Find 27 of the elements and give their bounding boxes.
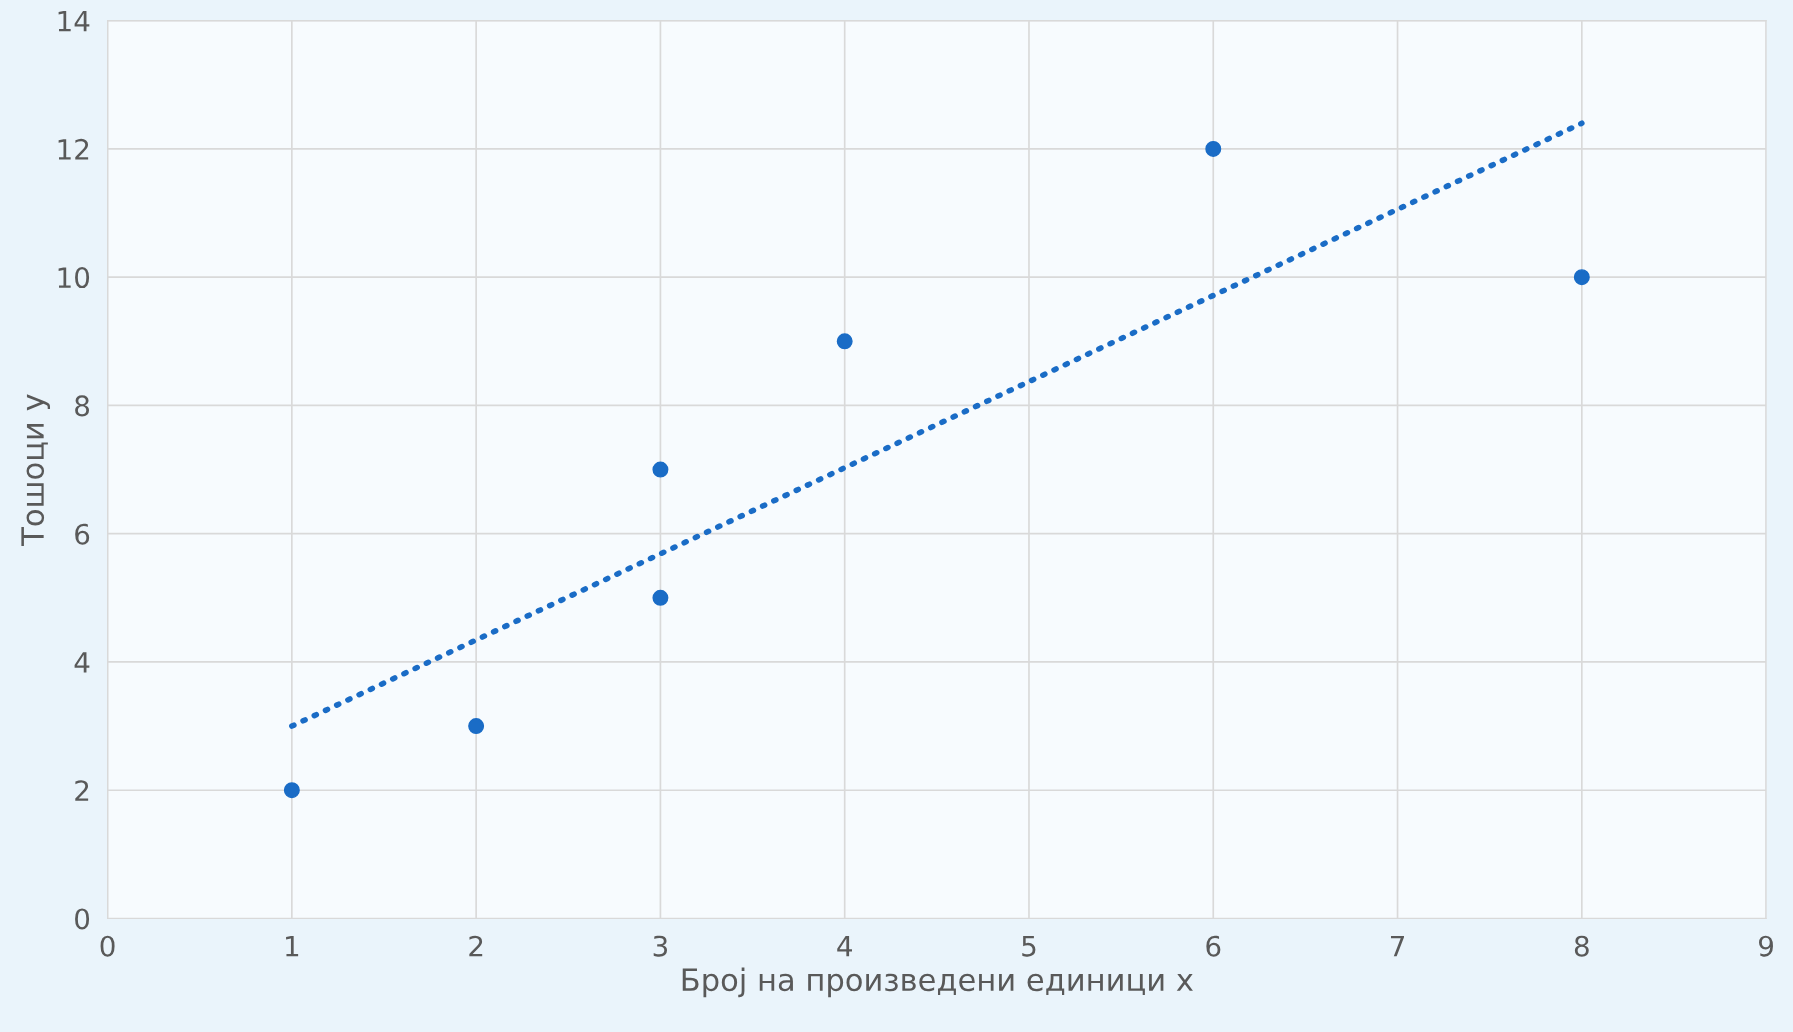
y-tick-label: 2 bbox=[75, 780, 89, 801]
y-tick-label: 6 bbox=[75, 523, 90, 545]
y-tick-label: 0 bbox=[75, 908, 90, 930]
y-tick-label: 4 bbox=[74, 652, 90, 673]
x-tick-label: 1 bbox=[286, 936, 299, 957]
point bbox=[836, 333, 853, 350]
point bbox=[468, 718, 485, 735]
x-tick-label: 9 bbox=[1759, 935, 1773, 957]
y-tick-label: 14 bbox=[58, 10, 90, 32]
x-axis-title: Број на произведени единици x bbox=[682, 967, 1193, 998]
y-tick-label: 10 bbox=[58, 267, 90, 289]
point bbox=[1205, 140, 1222, 157]
x-tick-label: 0 bbox=[100, 935, 115, 957]
point bbox=[1573, 269, 1590, 286]
x-tick-label: 2 bbox=[469, 935, 483, 957]
point bbox=[283, 782, 300, 799]
point bbox=[652, 589, 669, 606]
x-tick-label: 4 bbox=[837, 936, 852, 957]
x-tick-label: 7 bbox=[1390, 936, 1405, 957]
x-tick-label: 6 bbox=[1206, 935, 1221, 957]
y-axis-title: Тошоци y bbox=[21, 394, 51, 546]
x-tick-label: 8 bbox=[1574, 935, 1589, 957]
x-tick-label: 3 bbox=[653, 935, 668, 957]
y-tick-label: 12 bbox=[58, 138, 89, 160]
x-tick-label: 5 bbox=[1022, 936, 1036, 957]
point bbox=[652, 461, 669, 478]
y-tick-label: 8 bbox=[75, 395, 90, 417]
